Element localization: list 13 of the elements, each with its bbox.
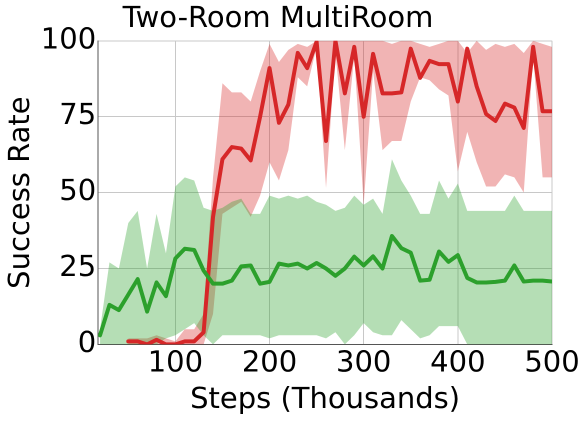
x-tick-label: 100 [148, 344, 204, 378]
x-tick-label: 400 [430, 344, 486, 378]
y-tick-label: 100 [40, 21, 96, 56]
y-tick-label: 0 [78, 324, 96, 359]
x-axis-title: Steps (Thousands) [190, 381, 460, 416]
y-tick-label: 50 [59, 173, 96, 208]
y-tick-label: 75 [59, 97, 96, 132]
chart-title: Two-Room MultiRoom [122, 0, 434, 34]
x-tick-label: 200 [242, 344, 298, 378]
y-tick-label: 25 [59, 249, 96, 284]
y-axis-title: Success Rate [2, 96, 36, 289]
x-tick-label: 300 [336, 344, 392, 378]
x-tick-label: 500 [524, 344, 580, 378]
